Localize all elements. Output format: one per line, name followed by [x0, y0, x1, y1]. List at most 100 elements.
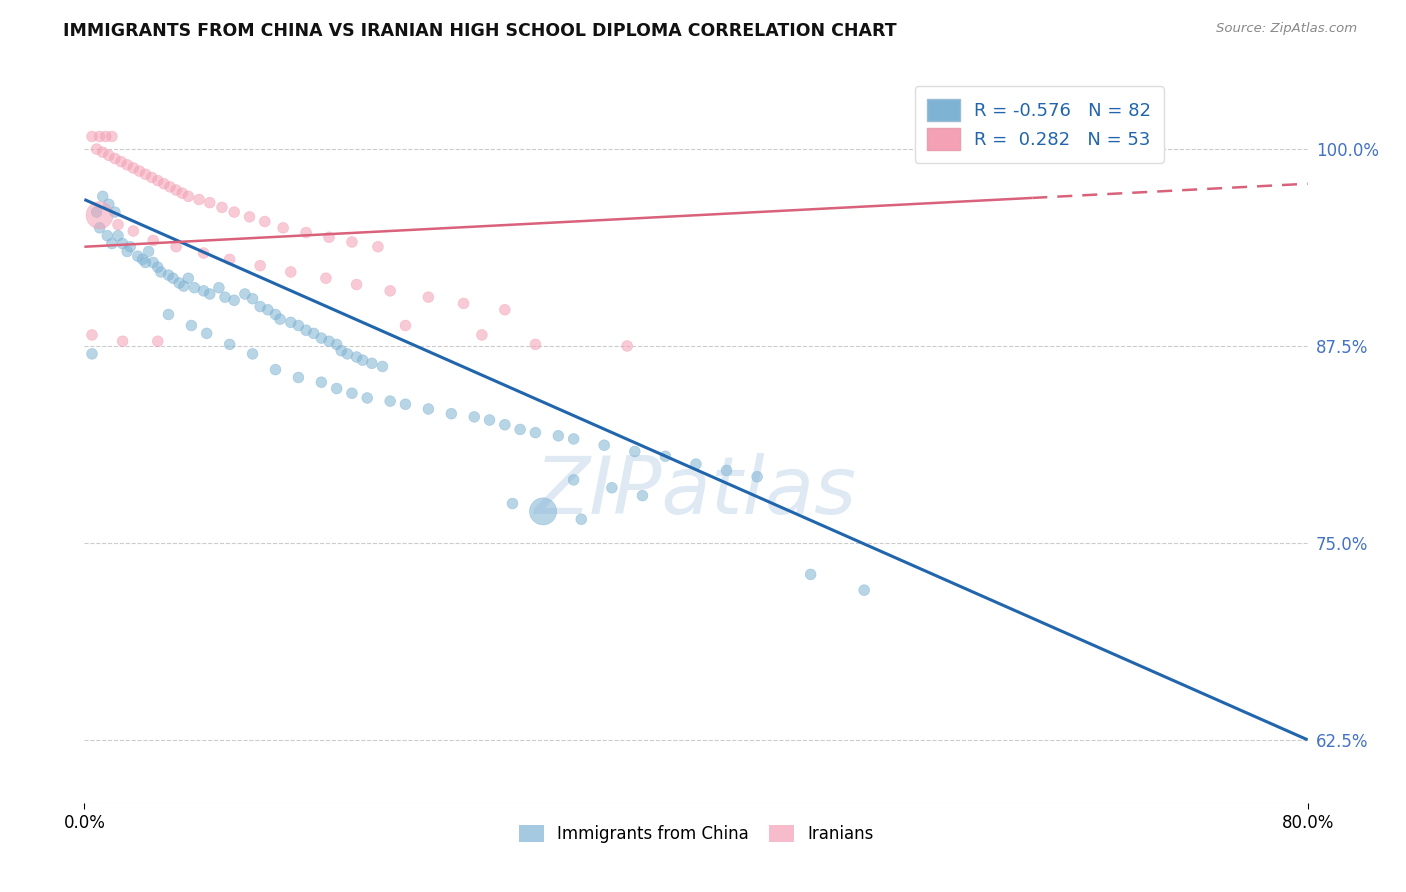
Point — [249, 259, 271, 273]
Point — [340, 386, 363, 401]
Point — [142, 234, 165, 248]
Point — [80, 347, 103, 361]
Point — [380, 284, 402, 298]
Point — [800, 567, 823, 582]
Point — [264, 308, 287, 322]
Point — [249, 300, 271, 314]
Point — [138, 244, 160, 259]
Point — [214, 290, 236, 304]
Point — [89, 208, 111, 222]
Point — [183, 281, 205, 295]
Point — [531, 504, 554, 518]
Point — [104, 152, 127, 166]
Point — [716, 463, 738, 477]
Point — [325, 337, 347, 351]
Point — [224, 205, 246, 219]
Point — [253, 214, 276, 228]
Point — [242, 347, 264, 361]
Point — [146, 260, 169, 275]
Point — [135, 255, 157, 269]
Point — [471, 328, 494, 343]
Point — [97, 197, 120, 211]
Point — [80, 129, 103, 144]
Point — [193, 284, 215, 298]
Text: IMMIGRANTS FROM CHINA VS IRANIAN HIGH SCHOOL DIPLOMA CORRELATION CHART: IMMIGRANTS FROM CHINA VS IRANIAN HIGH SC… — [63, 22, 897, 40]
Point — [463, 409, 485, 424]
Point — [177, 189, 200, 203]
Point — [208, 281, 231, 295]
Point — [502, 496, 524, 510]
Point — [224, 293, 246, 308]
Point — [325, 382, 347, 396]
Point — [177, 271, 200, 285]
Point — [218, 337, 240, 351]
Point — [600, 481, 623, 495]
Point — [172, 186, 194, 201]
Point — [494, 417, 516, 432]
Point — [97, 148, 120, 162]
Point — [195, 326, 218, 341]
Point — [311, 375, 333, 389]
Point — [141, 170, 163, 185]
Point — [569, 512, 592, 526]
Point — [86, 142, 108, 156]
Point — [146, 173, 169, 187]
Point — [440, 407, 463, 421]
Point — [1114, 806, 1136, 821]
Point — [111, 334, 134, 349]
Point — [269, 312, 291, 326]
Point — [494, 302, 516, 317]
Text: Source: ZipAtlas.com: Source: ZipAtlas.com — [1216, 22, 1357, 36]
Point — [157, 268, 180, 282]
Point — [336, 347, 359, 361]
Point — [165, 183, 187, 197]
Point — [218, 252, 240, 267]
Point — [478, 413, 501, 427]
Point — [453, 296, 475, 310]
Point — [367, 240, 389, 254]
Point — [509, 422, 531, 436]
Point — [101, 129, 124, 144]
Point — [80, 328, 103, 343]
Point — [104, 205, 127, 219]
Point — [162, 271, 184, 285]
Point — [180, 318, 202, 333]
Point — [356, 391, 378, 405]
Point — [135, 167, 157, 181]
Point — [685, 457, 707, 471]
Point — [747, 469, 769, 483]
Point — [157, 308, 180, 322]
Point — [853, 583, 876, 598]
Point — [122, 161, 145, 175]
Point — [107, 218, 129, 232]
Point — [315, 271, 337, 285]
Point — [122, 224, 145, 238]
Legend: Immigrants from China, Iranians: Immigrants from China, Iranians — [512, 819, 880, 850]
Point — [302, 326, 325, 341]
Point — [128, 164, 150, 178]
Point — [142, 255, 165, 269]
Point — [394, 397, 416, 411]
Point — [624, 444, 647, 458]
Point — [131, 252, 153, 267]
Point — [616, 339, 638, 353]
Point — [346, 350, 368, 364]
Point — [264, 362, 287, 376]
Point — [193, 246, 215, 260]
Point — [280, 265, 302, 279]
Point — [524, 337, 547, 351]
Point — [115, 158, 138, 172]
Point — [238, 210, 260, 224]
Point — [110, 154, 132, 169]
Point — [380, 394, 402, 409]
Point — [593, 438, 616, 452]
Point — [295, 226, 318, 240]
Point — [562, 473, 585, 487]
Point — [149, 265, 172, 279]
Point — [159, 180, 181, 194]
Point — [418, 402, 440, 417]
Point — [91, 145, 114, 160]
Point — [115, 244, 138, 259]
Point — [86, 205, 108, 219]
Point — [89, 129, 111, 144]
